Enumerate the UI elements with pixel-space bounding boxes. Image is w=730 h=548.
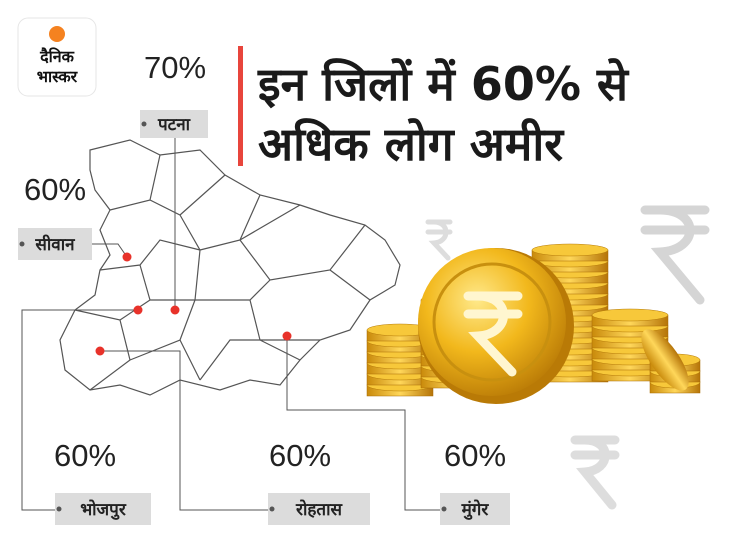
district-dot <box>95 346 105 356</box>
district-value: 70% <box>144 50 206 85</box>
coin-big-ring <box>432 262 552 382</box>
leader-line <box>286 336 440 511</box>
title: इन जिलों में 60% से <box>257 57 630 111</box>
leader-line <box>100 350 268 511</box>
district-name: मुंगेर <box>461 499 490 520</box>
district-dot <box>282 331 292 341</box>
title: अधिक लोग अमीर <box>258 117 565 171</box>
leader-line <box>92 243 128 258</box>
district-value: 60% <box>24 172 86 207</box>
district-label-box <box>140 110 208 138</box>
coins <box>366 243 701 404</box>
label-dot <box>19 241 25 247</box>
label-dot <box>56 506 62 512</box>
coin-top <box>531 243 609 257</box>
district-name: रोहतास <box>295 499 343 520</box>
coin-leaning <box>641 329 689 391</box>
leader-line <box>21 309 138 511</box>
district-value: 60% <box>54 438 116 473</box>
coin-big <box>418 248 566 396</box>
label-dot <box>269 506 275 512</box>
logo-box <box>17 17 97 97</box>
label-dot <box>141 121 147 127</box>
logo-text: भास्कर <box>37 67 79 86</box>
district-label-box <box>55 493 151 525</box>
district-label-box <box>268 493 370 525</box>
title-bar <box>238 46 243 166</box>
district-name: सीवान <box>34 234 75 255</box>
coin-rupee <box>463 291 523 377</box>
district-dot <box>170 305 180 315</box>
district-label-box <box>440 493 510 525</box>
map <box>59 139 401 396</box>
district-label-box <box>18 228 92 260</box>
label-dot <box>441 506 447 512</box>
coin-top <box>591 308 669 322</box>
district-dot <box>122 252 132 262</box>
logo-sun <box>49 26 65 42</box>
district-value: 60% <box>269 438 331 473</box>
logo-text: दैनिक <box>39 47 75 66</box>
district-value: 60% <box>444 438 506 473</box>
rupee-decor <box>425 205 710 510</box>
district-name: भोजपुर <box>80 499 127 520</box>
district-dot <box>133 305 143 315</box>
district-name: पटना <box>157 115 191 135</box>
